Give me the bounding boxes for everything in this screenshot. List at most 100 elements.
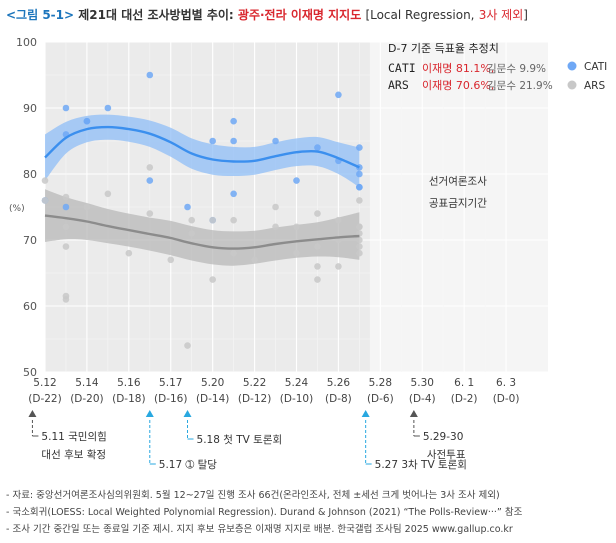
data-point-ars (41, 197, 49, 204)
estimate-lee: 이재명 70.6%, (422, 79, 494, 92)
data-point-ars (62, 243, 70, 250)
data-point-cati (335, 91, 342, 99)
data-point-ars (41, 177, 49, 184)
confidence-band-ars (45, 189, 360, 266)
data-point-ars (230, 249, 237, 257)
data-point-ars (251, 256, 258, 264)
data-point-ars (125, 249, 133, 257)
x-tick-sublabel: (D-12) (238, 393, 271, 405)
data-point-ars (104, 190, 112, 198)
data-point-ars (293, 223, 300, 231)
blackout-label: 공표금지기간 (429, 197, 487, 209)
estimate-method: CATI (388, 61, 416, 75)
event-marker (183, 410, 192, 417)
x-tick-label: 5.24 (285, 377, 309, 389)
loess-chart: 50 60 70 80 90 100 5.12 (D-22) 5.14 (D-20) 5.16 (D-… (9, 36, 607, 471)
x-tick-label: 5.22 (243, 377, 266, 389)
blackout-label: 선거여론조사 (429, 176, 487, 188)
data-point-ars (62, 193, 70, 201)
footnotes: - 자료: 중앙선거여론조사심의위원회. 5월 12~27일 진행 조사 66건… (6, 487, 522, 538)
legend-marker-ars (567, 80, 577, 90)
event-label: 5.29-30 (423, 431, 464, 443)
data-point-ars (314, 276, 321, 283)
y-tick-label: 100 (16, 36, 37, 49)
y-tick-label: 80 (23, 168, 37, 181)
data-point-ars (356, 249, 363, 257)
x-tick-label: 5.14 (75, 377, 99, 389)
data-point-ars (209, 276, 216, 283)
data-point-ars (335, 216, 342, 224)
x-tick-label: 5.12 (33, 377, 56, 389)
data-point-ars (230, 216, 237, 224)
data-point-ars (62, 296, 70, 303)
data-point-cati (230, 190, 237, 198)
estimate-title: D-7 기준 득표율 추정치 (388, 42, 499, 55)
data-point-cati (83, 117, 91, 125)
data-point-cati (356, 144, 363, 151)
event-label: 사전투표 (427, 449, 466, 461)
data-point-cati (356, 183, 363, 191)
data-point-ars (272, 223, 279, 231)
x-tick-sublabel: (D-18) (112, 393, 145, 405)
event-marker (361, 410, 370, 417)
x-tick-label: 5.26 (327, 377, 351, 389)
event-marker (145, 410, 154, 417)
title-suffix-red: 3사 제외 (478, 8, 524, 22)
event-marker (409, 410, 418, 417)
x-tick-sublabel: (D-8) (325, 393, 352, 405)
legend-label: ARS (584, 80, 605, 92)
data-point-ars (272, 203, 279, 211)
loess-line-ars (44, 214, 360, 250)
event-label: 5.11 국민의힘 (41, 431, 106, 443)
data-point-ars (146, 210, 154, 217)
data-point-ars (356, 223, 363, 231)
y-tick-label: 50 (23, 366, 37, 379)
x-tick-sublabel: (D-10) (280, 393, 313, 405)
y-tick-label: 70 (23, 234, 37, 247)
data-point-ars (314, 243, 321, 250)
data-point-ars (293, 249, 300, 257)
loess-line-cati (44, 125, 360, 169)
confidence-band-cati (45, 114, 360, 188)
estimate-kim: 김문수 9.9% (487, 63, 546, 75)
data-point-cati (146, 177, 154, 184)
data-point-ars (83, 203, 91, 211)
data-point-cati (146, 71, 154, 79)
x-tick-sublabel: (D-14) (196, 393, 229, 405)
y-axis-label: (%) (9, 204, 25, 214)
data-point-ars (314, 263, 321, 270)
legend-label: CATI (584, 61, 607, 73)
x-tick-sublabel: (D-22) (28, 393, 61, 405)
data-point-ars (188, 216, 196, 224)
data-point-cati (104, 104, 112, 112)
estimate-method: ARS (388, 78, 409, 92)
event-label: 5.18 첫 TV 토론회 (197, 434, 283, 446)
x-tick-sublabel: (D-4) (409, 393, 436, 405)
data-point-cati (314, 144, 321, 151)
x-tick-label: 6. 3 (496, 377, 516, 389)
event-label: 5.17 ➀ 탈당 (159, 458, 218, 471)
data-point-cati (293, 177, 300, 184)
x-tick-label: 5.17 (159, 377, 182, 389)
data-point-ars (356, 197, 363, 204)
estimate-kim: 김문수 21.9% (487, 80, 553, 92)
data-point-cati (209, 137, 216, 145)
x-tick-label: 5.20 (201, 377, 224, 389)
x-tick-label: 6. 1 (454, 377, 474, 389)
data-point-cati (230, 117, 237, 125)
data-point-cati (62, 104, 70, 112)
data-point-cati (230, 137, 237, 145)
footnote-method: - 국소회귀(LOESS: Local Weighted Polynomial … (6, 507, 523, 518)
data-point-cati (356, 170, 363, 178)
x-tick-label: 5.28 (369, 377, 392, 389)
legend-marker-cati (567, 61, 577, 71)
data-point-ars (356, 236, 363, 244)
data-point-ars (188, 230, 196, 237)
y-tick-label: 90 (23, 102, 37, 115)
figure-title: <그림 5-1> 제21대 대선 조사방법별 추이: 광주·전라 이재명 지지도… (6, 6, 528, 23)
figure-label: <그림 5-1> (6, 8, 75, 22)
footnote-basis: - 조사 기간 중간일 또는 종료일 기준 제시. 지지 후보 유보층은 이재명… (6, 524, 513, 535)
title-main: 제21대 대선 조사방법별 추이: (78, 8, 234, 22)
event-label: 대선 후보 확정 (41, 448, 106, 461)
y-tick-label: 60 (23, 300, 37, 313)
